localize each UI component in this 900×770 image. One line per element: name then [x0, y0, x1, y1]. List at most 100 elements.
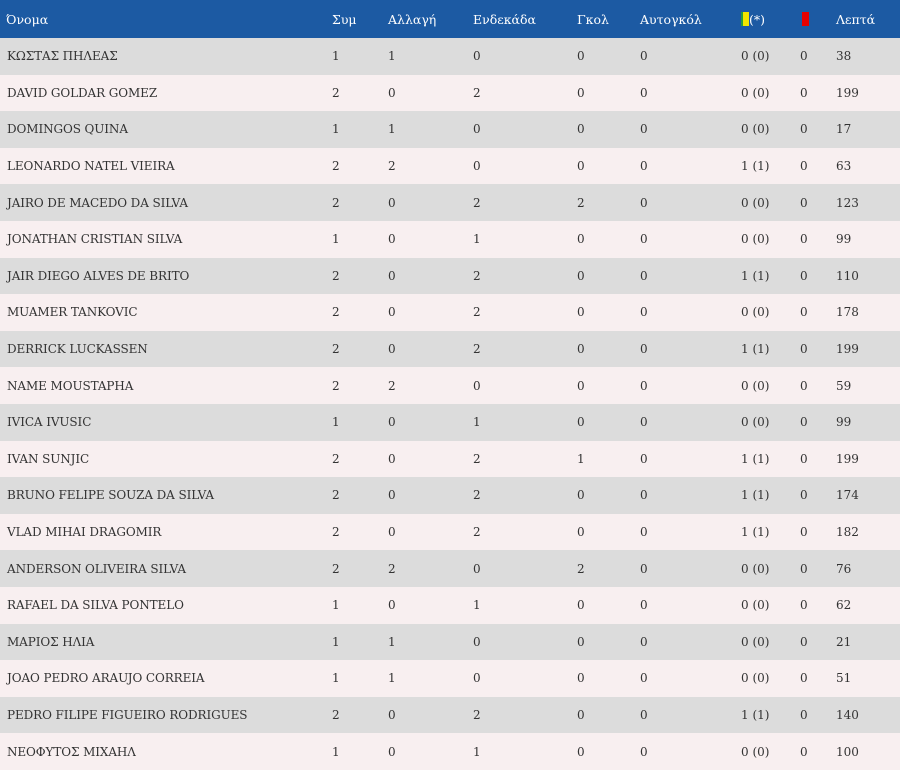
header-row: Όνομα Συμ Αλλαγή Ενδεκάδα Γκολ Αυτογκόλ …: [0, 0, 900, 38]
table-row: ΝΕΟΦΥΤΟΣ ΜΙΧΑΗΛ 1 0 1 0 0 0 (0) 0 100: [0, 733, 900, 770]
player-name[interactable]: DAVID GOLDAR GOMEZ: [7, 85, 158, 100]
table-row: LEONARDO NATEL VIEIRA 2 2 0 0 0 1 (1) 0 63: [0, 147, 900, 185]
yellow-cards-cell: 0 (0): [741, 49, 770, 64]
player-name[interactable]: IVAN SUNJIC: [7, 451, 90, 466]
player-name[interactable]: DOMINGOS QUINA: [7, 122, 128, 137]
player-name[interactable]: RAFAEL DA SILVA PONTELO: [7, 598, 184, 613]
table-row: JAIRO DE MACEDO DA SILVA 2 0 2 2 0 0 (0) 0 123: [0, 184, 900, 221]
header-subs[interactable]: Αλλαγή: [388, 11, 437, 27]
player-name[interactable]: ΝΕΟΦΥΤΟΣ ΜΙΧΑΗΛ: [7, 744, 136, 759]
own-goals-cell: 0: [640, 195, 648, 210]
subs-cell: 1: [388, 634, 396, 649]
red-cards-cell: 0: [800, 195, 808, 210]
player-name[interactable]: IVICA IVUSIC: [7, 415, 92, 430]
yellow-cards-cell: 0 (0): [741, 85, 770, 100]
header-own-goals[interactable]: Αυτογκόλ: [640, 11, 702, 27]
subs-cell: 0: [388, 707, 396, 722]
goals-cell: 0: [577, 342, 585, 357]
own-goals-cell: 0: [640, 525, 648, 540]
red-cards-cell: 0: [800, 378, 808, 393]
red-cards-cell: 0: [800, 122, 808, 137]
subs-cell: 2: [388, 159, 396, 174]
own-goals-cell: 0: [640, 268, 648, 283]
header-goals[interactable]: Γκολ: [577, 11, 609, 27]
yellow-cards-cell: 0 (0): [741, 305, 770, 320]
apps-cell: 1: [332, 122, 340, 137]
header-minutes[interactable]: Λεπτά: [836, 11, 876, 27]
player-name[interactable]: JOAO PEDRO ARAUJO CORREIA: [7, 671, 205, 686]
own-goals-cell: 0: [640, 561, 648, 576]
table-row: DAVID GOLDAR GOMEZ 2 0 2 0 0 0 (0) 0 199: [0, 74, 900, 112]
apps-cell: 1: [332, 232, 340, 247]
player-name[interactable]: ΜΑΡΙΟΣ ΗΛΙΑ: [7, 634, 95, 649]
header-name[interactable]: Όνομα: [6, 11, 49, 27]
minutes-cell: 76: [836, 561, 852, 576]
minutes-cell: 199: [836, 342, 859, 357]
apps-cell: 2: [332, 707, 340, 722]
subs-cell: 2: [388, 561, 396, 576]
player-name[interactable]: VLAD MIHAI DRAGOMIR: [7, 525, 162, 540]
yellow-cards-cell: 1 (1): [741, 268, 770, 283]
player-name[interactable]: NAME MOUSTAPHA: [7, 378, 134, 393]
player-name[interactable]: ANDERSON OLIVEIRA SILVA: [7, 561, 186, 576]
table-row: NAME MOUSTAPHA 2 2 0 0 0 0 (0) 0 59: [0, 367, 900, 404]
player-name[interactable]: MUAMER TANKOVIC: [7, 305, 138, 320]
yellow-cards-cell: 1 (1): [741, 525, 770, 540]
goals-cell: 0: [577, 598, 585, 613]
goals-cell: 0: [577, 268, 585, 283]
subs-cell: 0: [388, 415, 396, 430]
goals-cell: 0: [577, 525, 585, 540]
player-name[interactable]: JAIR DIEGO ALVES DE BRITO: [7, 268, 190, 283]
lineup-cell: 2: [473, 268, 481, 283]
header-yellow-cards[interactable]: (*): [741, 0, 800, 38]
red-cards-cell: 0: [800, 451, 808, 466]
table-row: JAIR DIEGO ALVES DE BRITO 2 0 2 0 0 1 (1) 0 110: [0, 257, 900, 295]
lineup-cell: 0: [473, 49, 481, 64]
lineup-cell: 0: [473, 671, 481, 686]
minutes-cell: 99: [836, 232, 852, 247]
player-name[interactable]: JONATHAN CRISTIAN SILVA: [7, 232, 183, 247]
goals-cell: 0: [577, 305, 585, 320]
apps-cell: 2: [332, 342, 340, 357]
apps-cell: 1: [332, 415, 340, 430]
own-goals-cell: 0: [640, 634, 648, 649]
goals-cell: 0: [577, 744, 585, 759]
subs-cell: 0: [388, 525, 396, 540]
red-cards-cell: 0: [800, 49, 808, 64]
yellow-cards-cell: 1 (1): [741, 159, 770, 174]
subs-cell: 0: [388, 232, 396, 247]
apps-cell: 2: [332, 159, 340, 174]
player-name[interactable]: PEDRO FILIPE FIGUEIRO RODRIGUES: [7, 707, 248, 722]
yellow-cards-cell: 0 (0): [741, 561, 770, 576]
player-name[interactable]: DERRICK LUCKASSEN: [7, 342, 148, 357]
header-lineup[interactable]: Ενδεκάδα: [473, 11, 536, 27]
goals-cell: 0: [577, 85, 585, 100]
minutes-cell: 59: [836, 378, 852, 393]
red-cards-cell: 0: [800, 268, 808, 283]
subs-cell: 0: [388, 195, 396, 210]
apps-cell: 2: [332, 85, 340, 100]
goals-cell: 2: [577, 195, 585, 210]
red-cards-cell: 0: [800, 232, 808, 247]
own-goals-cell: 0: [640, 305, 648, 320]
player-name[interactable]: JAIRO DE MACEDO DA SILVA: [7, 195, 188, 210]
lineup-cell: 2: [473, 525, 481, 540]
player-name[interactable]: BRUNO FELIPE SOUZA DA SILVA: [7, 488, 214, 503]
header-red-cards[interactable]: [800, 0, 836, 38]
goals-cell: 0: [577, 707, 585, 722]
lineup-cell: 2: [473, 195, 481, 210]
red-cards-cell: 0: [800, 488, 808, 503]
yellow-cards-cell: 1 (1): [741, 342, 770, 357]
yellow-cards-cell: 0 (0): [741, 122, 770, 137]
player-name[interactable]: LEONARDO NATEL VIEIRA: [7, 159, 175, 174]
player-name[interactable]: ΚΩΣΤΑΣ ΠΗΛΕΑΣ: [7, 49, 118, 64]
header-apps[interactable]: Συμ: [332, 11, 357, 27]
table-row: PEDRO FILIPE FIGUEIRO RODRIGUES 2 0 2 0 0 1 (1…: [0, 696, 900, 734]
own-goals-cell: 0: [640, 122, 648, 137]
goals-cell: 0: [577, 378, 585, 393]
lineup-cell: 2: [473, 451, 481, 466]
own-goals-cell: 0: [640, 415, 648, 430]
yellow-card-icon: [741, 11, 749, 26]
goals-cell: 0: [577, 49, 585, 64]
table-row: MUAMER TANKOVIC 2 0 2 0 0 0 (0) 0 178: [0, 294, 900, 331]
